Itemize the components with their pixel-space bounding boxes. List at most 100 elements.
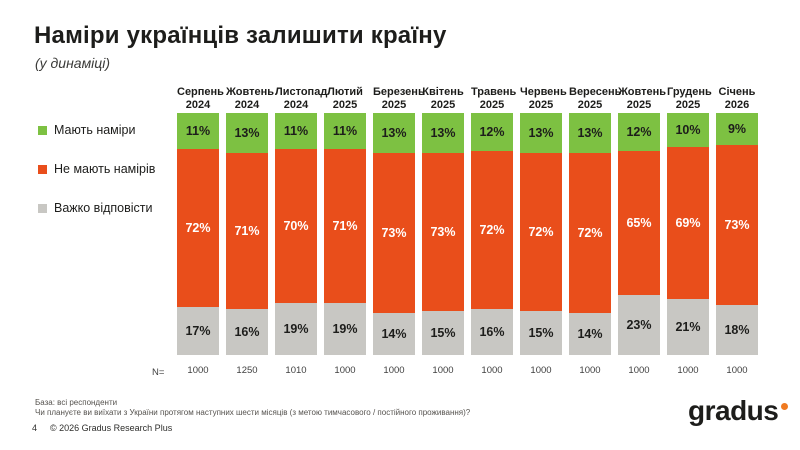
bar-segment-no-intend: 73% (373, 153, 415, 313)
bar-segment-intend: 12% (471, 113, 513, 151)
column-header-month: Листопад (275, 86, 328, 98)
bar-segment-hard-to-say: 19% (324, 303, 366, 355)
n-value: 1000 (187, 365, 209, 376)
bar-column: Травень 2025 12% 72% 16% 1000 (471, 86, 517, 376)
bar-segment-hard-to-say: 21% (667, 299, 709, 355)
bar-segment-hard-to-say: 16% (226, 309, 268, 355)
legend-swatch-icon (38, 203, 47, 213)
bar-segment-intend: 13% (422, 113, 464, 153)
bar-segment-intend: 10% (667, 113, 709, 147)
column-header-month: Травень (471, 86, 517, 98)
bar-column: Серпень 2024 11% 72% 17% 1000 (177, 86, 224, 376)
legend-item-intend: Мають наміри (38, 123, 155, 137)
bar-segment-intend: 11% (324, 113, 366, 149)
column-header-year: 2024 (234, 98, 260, 111)
page-number: 4 (32, 423, 38, 433)
legend-label: Не мають намірів (54, 162, 156, 176)
bar-column: Листопад 2024 11% 70% 19% 1010 (275, 86, 328, 376)
stacked-bar: 13% 73% 15% (422, 113, 464, 355)
bar-segment-intend: 12% (618, 113, 660, 151)
column-header: Травень 2025 (471, 86, 517, 111)
stacked-bar: 11% 70% 19% (275, 113, 317, 355)
bar-segment-hard-to-say: 15% (422, 311, 464, 355)
column-header-month: Серпень (177, 86, 224, 98)
page-subtitle: (у динаміці) (35, 55, 111, 71)
n-value: 1000 (432, 365, 454, 376)
bar-segment-intend: 13% (569, 113, 611, 154)
legend-label: Мають наміри (54, 123, 136, 137)
n-value: 1010 (285, 365, 307, 376)
column-header: Червень 2025 (520, 86, 567, 111)
column-header-year: 2026 (724, 98, 750, 111)
stacked-bar: 13% 73% 14% (373, 113, 415, 355)
page-title: Наміри українців залишити країну (34, 22, 447, 49)
bar-column: Січень 2026 9% 73% 18% 1000 (716, 86, 758, 376)
column-header-year: 2024 (185, 98, 211, 111)
footnote-question: Чи плануєте ви виїхати з України протяго… (35, 407, 471, 417)
bar-segment-no-intend: 73% (716, 145, 758, 305)
column-header-month: Лютий (327, 86, 363, 98)
bar-column: Жовтень 2025 12% 65% 23% 1000 (618, 86, 667, 376)
column-header: Серпень 2024 (177, 86, 224, 111)
bar-column: Грудень 2025 10% 69% 21% 1000 (667, 86, 712, 376)
bar-segment-no-intend: 65% (618, 151, 660, 295)
stacked-bar: 13% 72% 15% (520, 113, 562, 355)
bar-segment-intend: 11% (177, 113, 219, 149)
column-header-month: Червень (520, 86, 567, 98)
stacked-bar: 13% 71% 16% (226, 113, 268, 355)
n-value: 1250 (236, 365, 258, 376)
bar-segment-intend: 9% (716, 113, 758, 145)
column-header-year: 2025 (332, 98, 358, 111)
bar-segment-no-intend: 71% (226, 153, 268, 309)
legend-label: Важко відповісти (54, 201, 153, 215)
legend: Мають наміри Не мають намірів Важко відпов… (38, 123, 155, 215)
bar-segment-no-intend: 71% (324, 148, 366, 304)
gradus-logo-dot-icon (781, 403, 789, 410)
column-header-year: 2024 (283, 98, 309, 111)
gradus-logo-text: gradus (688, 395, 779, 426)
bar-column: Червень 2025 13% 72% 15% 1000 (520, 86, 567, 376)
n-value: 1000 (530, 365, 552, 376)
stacked-bar: 10% 69% 21% (667, 113, 709, 355)
bar-segment-no-intend: 72% (177, 149, 219, 307)
column-header: Грудень 2025 (667, 86, 712, 111)
bar-segment-no-intend: 73% (422, 152, 464, 312)
bar-segment-hard-to-say: 19% (275, 303, 317, 355)
column-header-year: 2025 (626, 98, 652, 111)
copyright-text: © 2026 Gradus Research Plus (50, 423, 173, 433)
legend-item-hard-to-say: Важко відповісти (38, 201, 155, 215)
n-value: 1000 (677, 365, 699, 376)
column-header: Вересень 2025 (569, 86, 622, 111)
n-equals-label: N= (152, 367, 165, 378)
column-header-month: Вересень (569, 86, 622, 98)
bar-segment-no-intend: 70% (275, 149, 317, 303)
column-header-year: 2025 (675, 98, 701, 111)
bar-segment-hard-to-say: 18% (716, 305, 758, 355)
bar-segment-no-intend: 72% (520, 153, 562, 311)
column-header-month: Жовтень (618, 86, 667, 98)
bar-column: Вересень 2025 13% 72% 14% 1000 (569, 86, 622, 376)
bar-segment-hard-to-say: 16% (471, 309, 513, 355)
footnote-base: База: всі респонденти (35, 398, 118, 407)
column-header: Листопад 2024 (275, 86, 328, 111)
bar-segment-hard-to-say: 14% (569, 312, 611, 355)
column-header: Березень 2025 (373, 86, 425, 111)
bar-segment-intend: 11% (275, 113, 317, 149)
stacked-bar: 11% 72% 17% (177, 113, 219, 355)
column-header-year: 2025 (577, 98, 603, 111)
column-header-month: Квітень (422, 86, 464, 98)
column-header: Лютий 2025 (324, 86, 366, 111)
bar-segment-intend: 13% (373, 113, 415, 153)
bar-segment-no-intend: 72% (471, 151, 513, 309)
footnote: База: всі респонденти Чи плануєте ви виї… (35, 398, 470, 417)
stacked-bar: 12% 72% 16% (471, 113, 513, 355)
column-header-month: Березень (373, 86, 425, 98)
n-value: 1000 (481, 365, 503, 376)
bar-segment-hard-to-say: 23% (618, 295, 660, 355)
n-value: 1000 (726, 365, 748, 376)
stacked-bar: 11% 71% 19% (324, 113, 366, 355)
stacked-bar: 9% 73% 18% (716, 113, 758, 355)
chart-columns: Серпень 2024 11% 72% 17% 1000 Жовтень 2024 13% 71… (177, 86, 758, 376)
n-value: 1000 (334, 365, 356, 376)
